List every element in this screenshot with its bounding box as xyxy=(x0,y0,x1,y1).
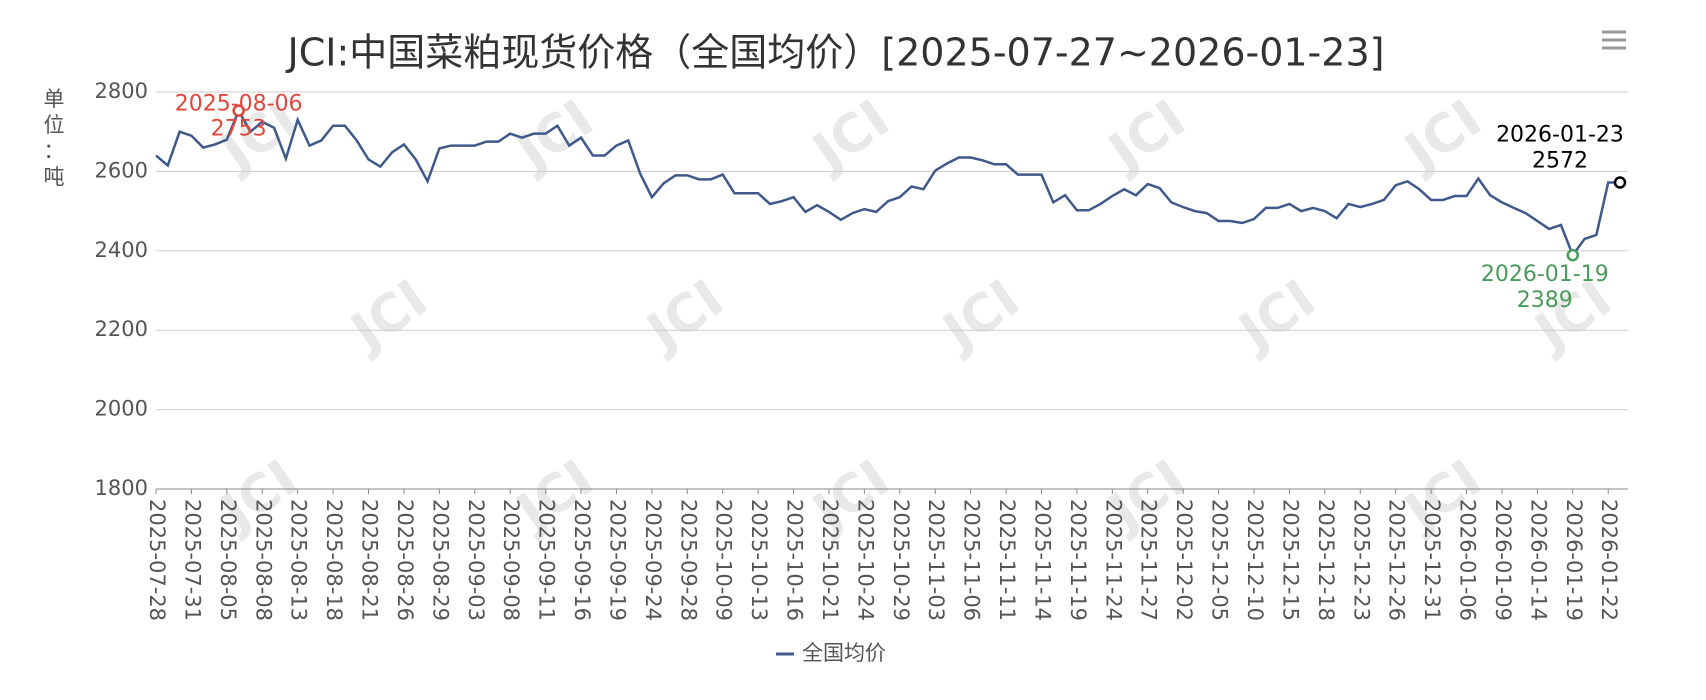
marker-value: 2572 xyxy=(1532,149,1588,174)
x-tick-label: 2025-12-26 xyxy=(1385,499,1409,621)
marker-label: 2025-08-06 xyxy=(175,92,303,117)
x-tick-label: 2025-07-28 xyxy=(145,499,169,621)
x-tick-label: 2025-09-11 xyxy=(535,499,559,621)
x-tick-label: 2025-08-13 xyxy=(287,499,311,621)
x-tick-label: 2025-08-05 xyxy=(216,499,240,621)
x-tick-label: 2025-09-03 xyxy=(464,499,488,621)
x-tick-label: 2025-08-29 xyxy=(428,499,452,621)
x-tick-label: 2025-12-05 xyxy=(1208,499,1232,621)
legend-label: 全国均价 xyxy=(802,641,886,665)
x-tick-label: 2025-08-26 xyxy=(393,499,417,621)
x-tick-label: 2025-10-21 xyxy=(818,499,842,621)
x-tick-label: 2025-11-03 xyxy=(924,499,948,621)
watermark: JCI xyxy=(635,269,735,364)
marker-point xyxy=(1566,248,1580,262)
x-tick-label: 2025-12-31 xyxy=(1420,499,1444,621)
x-tick-label: 2025-07-31 xyxy=(180,499,204,621)
marker-label: 2026-01-19 xyxy=(1481,262,1609,287)
watermark: JCI xyxy=(801,89,901,184)
x-tick-label: 2025-10-29 xyxy=(889,499,913,621)
x-tick-label: 2025-09-16 xyxy=(570,499,594,621)
x-tick-label: 2025-11-06 xyxy=(960,499,984,621)
y-tick-label: 2400 xyxy=(95,238,148,262)
x-tick-label: 2025-09-19 xyxy=(605,499,629,621)
x-tick-label: 2026-01-14 xyxy=(1526,499,1550,621)
marker-label: 2026-01-23 xyxy=(1496,123,1624,148)
x-tick-label: 2025-12-02 xyxy=(1172,499,1196,621)
watermark: JCI xyxy=(801,449,901,544)
watermark: JCI xyxy=(1393,89,1493,184)
x-tick-label: 2025-11-19 xyxy=(1066,499,1090,621)
x-tick-label: 2026-01-06 xyxy=(1456,499,1480,621)
marker-point xyxy=(1613,176,1627,189)
marker-point xyxy=(232,104,245,117)
y-tick-label: 2600 xyxy=(95,158,148,182)
x-tick-label: 2026-01-19 xyxy=(1562,499,1586,621)
y-tick-label: 1800 xyxy=(95,476,148,500)
x-tick-label: 2025-08-08 xyxy=(251,499,275,621)
chart-title: JCI:中国菜粕现货价格（全国均价）[2025-07-27~2026-01-23… xyxy=(286,31,1385,75)
x-tick-label: 2025-09-28 xyxy=(676,499,700,621)
y-tick-label: 2800 xyxy=(95,79,148,103)
x-tick-label: 2025-10-13 xyxy=(747,499,771,621)
y-axis-label: 单位：吨 xyxy=(44,87,65,189)
x-tick-label: 2025-10-16 xyxy=(783,499,807,621)
x-tick-label: 2025-10-09 xyxy=(712,499,736,621)
x-tick-label: 2026-01-22 xyxy=(1597,499,1621,621)
x-tick-label: 2026-01-09 xyxy=(1491,499,1515,621)
y-tick-label: 2000 xyxy=(95,397,148,421)
x-tick-label: 2025-12-23 xyxy=(1349,499,1373,621)
x-tick-label: 2025-11-11 xyxy=(995,499,1019,621)
watermark: JCI xyxy=(1097,89,1197,184)
x-tick-label: 2025-09-08 xyxy=(499,499,523,621)
x-tick-label: 2025-12-18 xyxy=(1314,499,1338,621)
line xyxy=(155,107,1620,258)
x-tick-label: 2025-10-24 xyxy=(853,499,877,621)
marker-value: 2389 xyxy=(1517,288,1573,313)
x-tick-label: 2025-11-27 xyxy=(1137,499,1161,621)
watermark: JCI xyxy=(339,269,439,364)
menu-icon[interactable] xyxy=(1602,30,1626,50)
x-tick-label: 2025-09-24 xyxy=(641,499,665,621)
x-tick-label: 2025-12-15 xyxy=(1278,499,1302,621)
x-tick-label: 2025-11-24 xyxy=(1101,499,1125,621)
watermark: JCI xyxy=(1227,269,1327,364)
marker-value: 2753 xyxy=(211,117,267,142)
x-tick-label: 2025-08-21 xyxy=(358,499,382,621)
x-tick-label: 2025-08-18 xyxy=(322,499,346,621)
watermark: JCI xyxy=(931,269,1031,364)
y-tick-label: 2200 xyxy=(95,317,148,341)
x-tick-label: 2025-11-14 xyxy=(1030,499,1054,621)
x-tick-label: 2025-12-10 xyxy=(1243,499,1267,621)
